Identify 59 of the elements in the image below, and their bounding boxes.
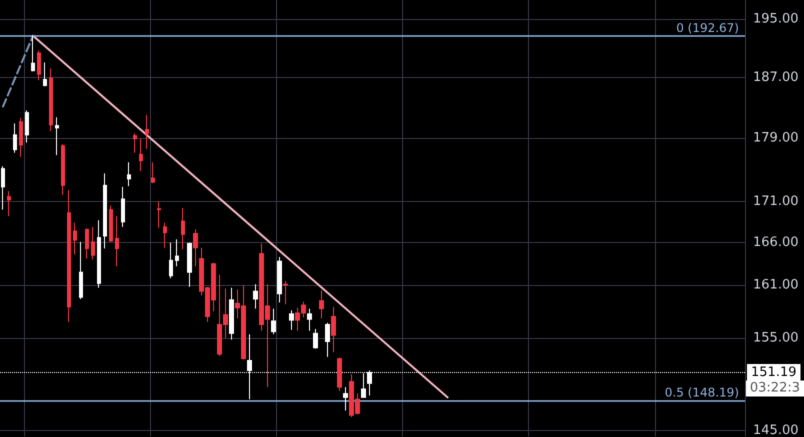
candlestick bbox=[115, 216, 119, 267]
candlestick bbox=[151, 162, 155, 184]
candlestick bbox=[253, 284, 258, 310]
candlestick bbox=[73, 222, 77, 255]
candlestick bbox=[7, 190, 11, 217]
candlestick bbox=[187, 242, 192, 288]
candlestick bbox=[97, 220, 101, 288]
candlestick bbox=[13, 122, 17, 154]
candlestick bbox=[121, 186, 125, 228]
candlestick bbox=[361, 372, 366, 398]
candlestick bbox=[325, 322, 330, 358]
candlestick bbox=[337, 357, 342, 392]
candlestick bbox=[31, 35, 35, 72]
candlestick bbox=[229, 287, 234, 340]
y-tick-label: 195.00 bbox=[753, 12, 798, 27]
candlestick bbox=[271, 308, 276, 335]
y-tick-label: 179.00 bbox=[753, 130, 798, 146]
candlestick bbox=[145, 114, 149, 150]
candlestick bbox=[55, 116, 59, 156]
candlestick bbox=[157, 200, 161, 228]
candlestick bbox=[193, 228, 198, 267]
candlestick bbox=[37, 50, 41, 81]
candlestick bbox=[313, 328, 318, 350]
candlestick bbox=[307, 308, 312, 332]
candlestick bbox=[85, 228, 89, 260]
candlestick bbox=[25, 110, 29, 144]
y-tick-label: 161.00 bbox=[753, 278, 798, 293]
candlestick bbox=[19, 117, 23, 158]
candlestick bbox=[127, 162, 131, 187]
candlestick bbox=[283, 280, 288, 305]
candlestick bbox=[103, 172, 107, 250]
candlestick bbox=[181, 207, 185, 250]
candlestick bbox=[49, 68, 53, 132]
candlestick bbox=[61, 144, 65, 196]
y-tick-label: 171.00 bbox=[753, 194, 798, 209]
candlestick bbox=[79, 241, 83, 300]
candlestick bbox=[169, 242, 173, 279]
candlestick bbox=[331, 306, 336, 353]
text: 03:22:3 bbox=[750, 380, 800, 396]
candlestick bbox=[139, 138, 143, 172]
candlestick bbox=[163, 222, 167, 248]
y-tick-label: 187.00 bbox=[753, 70, 798, 85]
y-tick-label: 155.00 bbox=[753, 330, 798, 346]
ref-line-label: 151.19 bbox=[751, 364, 796, 380]
y-tick-label: 166.00 bbox=[753, 235, 798, 250]
candlestick bbox=[1, 166, 5, 210]
ref-line-label: 0 (192.67) bbox=[676, 20, 739, 35]
candlestick bbox=[67, 190, 71, 322]
candlestick bbox=[343, 386, 348, 412]
ref-line-label: 0.5 (148.19) bbox=[664, 385, 739, 400]
candlestick bbox=[289, 310, 294, 330]
candlestick bbox=[319, 290, 324, 319]
candlestick bbox=[277, 256, 282, 304]
candlestick bbox=[109, 205, 113, 242]
y-tick-label: 145.00 bbox=[753, 423, 798, 437]
candlestick bbox=[133, 132, 137, 154]
candlestick bbox=[175, 238, 179, 267]
candlestick bbox=[91, 226, 95, 260]
candlestick bbox=[43, 62, 47, 87]
